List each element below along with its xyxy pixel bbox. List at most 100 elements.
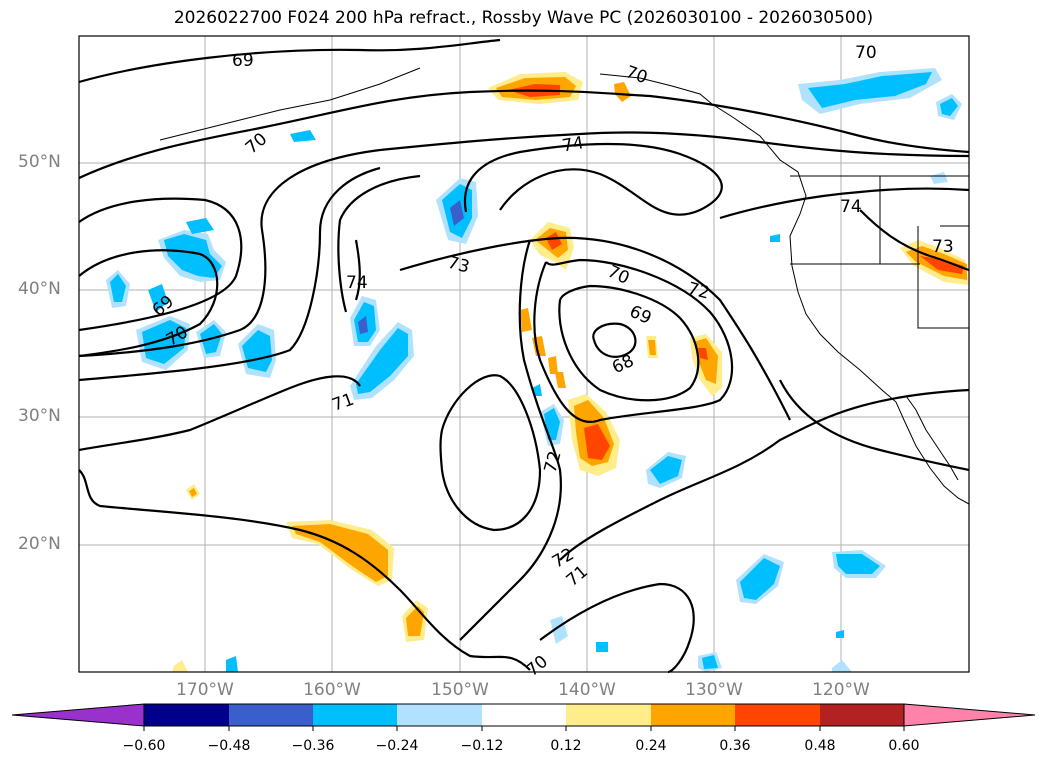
contour-line [592, 322, 637, 358]
map-title: 2026022700 F024 200 hPa refract., Rossby… [173, 8, 874, 28]
anomaly-blob [226, 656, 238, 672]
anomaly-blob [770, 234, 780, 242]
colorbar [11, 703, 1036, 731]
anomaly-blob [356, 328, 408, 394]
contour-line [779, 379, 970, 472]
colorbar-segment [820, 704, 904, 726]
contour-line [533, 258, 734, 423]
anomaly-blob [546, 232, 562, 250]
aleutians [159, 67, 421, 141]
lon-label: 120°W [812, 680, 870, 700]
contour-line [859, 209, 970, 272]
anomaly-blob [614, 82, 631, 102]
contour-label: 73 [932, 237, 954, 257]
colorbar-tick-label: −0.48 [207, 738, 251, 754]
state-border [917, 226, 969, 329]
lon-label: 160°W [303, 680, 361, 700]
contour-line [78, 197, 243, 332]
colorbar-extend-high [903, 703, 1036, 727]
colorbar-segment [229, 704, 313, 726]
colorbar-tick-label: 0.12 [550, 738, 582, 754]
colorbar-tick-label: 0.36 [719, 738, 751, 754]
anomaly-blob [930, 172, 948, 184]
lon-label: 150°W [431, 680, 489, 700]
colorbar-extend-low [11, 703, 145, 727]
colorbar-tick-label: 0.60 [888, 738, 920, 754]
positive-anomalies [172, 72, 969, 672]
anomaly-blob [172, 660, 188, 672]
colorbar-tick-label: −0.36 [291, 738, 335, 754]
anomaly-blob [808, 72, 932, 108]
lat-label: 20°N [18, 534, 61, 554]
contour-line [463, 142, 723, 216]
contour-line [439, 374, 542, 532]
contour-lines [78, 38, 970, 674]
anomaly-blob [596, 642, 608, 652]
anomaly-blob [189, 488, 197, 497]
colorbar-segment [313, 704, 397, 726]
lon-label: 130°W [685, 680, 743, 700]
contour-line [78, 89, 970, 179]
anomaly-blob [164, 234, 222, 278]
anomaly-blob [836, 554, 880, 574]
contour-line [78, 375, 361, 452]
contour-line [78, 38, 501, 84]
colorbar-segment [482, 704, 566, 726]
anomaly-blob [450, 200, 464, 226]
contour-line [78, 131, 970, 358]
anomaly-blob [148, 284, 168, 312]
anomaly-blob [650, 456, 682, 484]
lon-label: 140°W [558, 680, 616, 700]
contour-line [719, 187, 970, 220]
anomaly-blob [836, 630, 844, 638]
contour-line [558, 284, 700, 402]
lat-label: 40°N [18, 279, 61, 299]
anomaly-blob [740, 558, 780, 600]
colorbar-segment [651, 704, 735, 726]
anomaly-blob [290, 130, 316, 142]
contour-line [539, 582, 695, 674]
contour-line [399, 236, 791, 421]
anomaly-blob [406, 606, 424, 636]
anomaly-blob [520, 308, 532, 332]
anomaly-blob [110, 274, 126, 302]
anomaly-blob [548, 356, 558, 374]
negative-anomalies [106, 68, 962, 672]
contour-label: 70 [855, 43, 877, 63]
contour-label: 74 [840, 197, 862, 217]
map-panel: 69 70 70 74 70 69 70 74 73 70 72 69 68 7… [78, 35, 970, 681]
colorbar-tick-label: −0.60 [122, 738, 166, 754]
anomaly-blob [292, 524, 388, 582]
coastline-westcoast [789, 235, 970, 505]
anomaly-blob [186, 218, 214, 234]
contour-line [337, 174, 421, 313]
coastline-bajacalifornia [905, 395, 959, 481]
contour-label: 74 [561, 133, 586, 156]
contour-line [459, 239, 562, 641]
map-border [78, 35, 970, 673]
anomaly-blob [142, 320, 186, 364]
anomaly-blob [832, 660, 852, 672]
lat-label: 50°N [18, 152, 61, 172]
colorbar-tick-label: 0.48 [804, 738, 836, 754]
contour-label: 74 [346, 273, 368, 293]
contour-line [78, 166, 381, 382]
colorbar-segment [397, 704, 482, 726]
anomaly-blob [698, 348, 708, 360]
colorbar-segment [735, 704, 820, 726]
anomaly-blob [555, 372, 566, 388]
lat-label: 30°N [18, 406, 61, 426]
contour-label: 69 [232, 51, 254, 71]
anomaly-blob [648, 340, 656, 355]
anomaly-blob [584, 424, 610, 460]
colorbar-tick-label: 0.24 [635, 738, 667, 754]
anomaly-blob [358, 316, 368, 334]
anomaly-blob [920, 256, 964, 274]
contour-line [354, 239, 361, 301]
colorbar-tick-label: −0.24 [375, 738, 419, 754]
anomaly-blob [940, 98, 958, 116]
colorbar-segment [144, 704, 229, 726]
contour-line [78, 469, 531, 671]
anomaly-blob [702, 655, 718, 669]
